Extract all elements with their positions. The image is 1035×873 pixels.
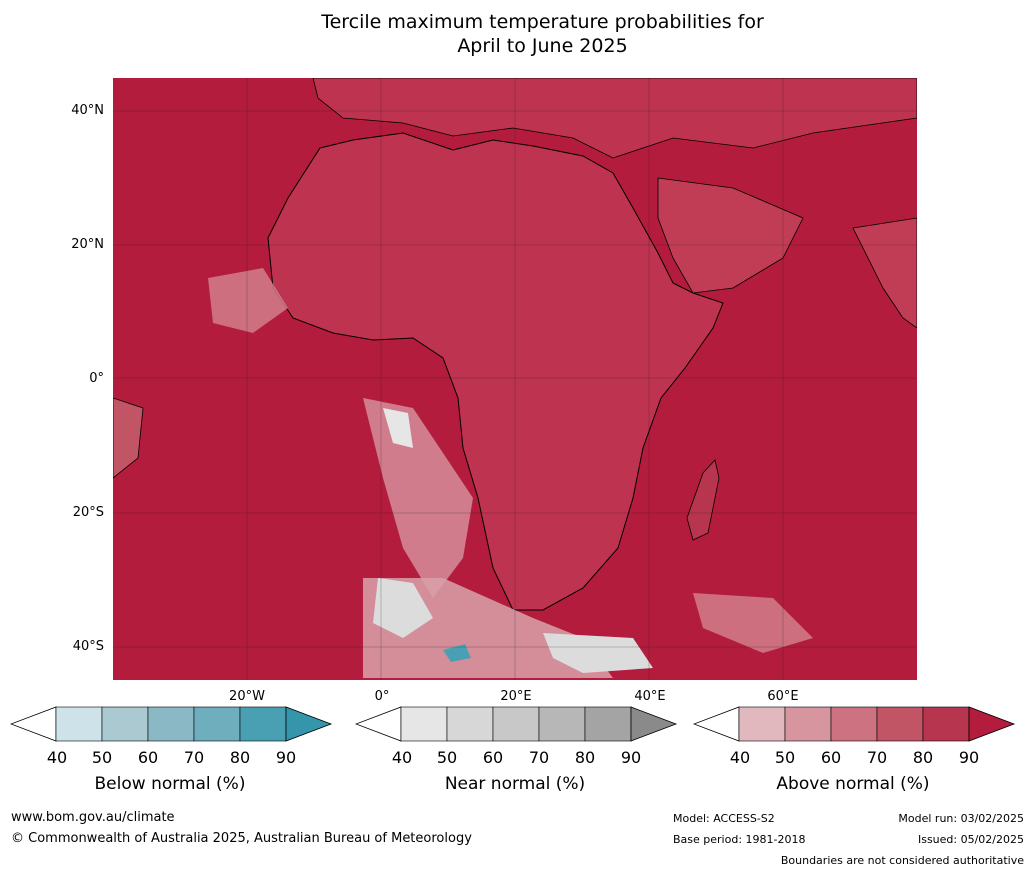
near-normal-patch-1: [373, 578, 433, 638]
near-tick-60: 60: [482, 748, 504, 767]
lat-label-0: 0°: [89, 371, 104, 386]
title-line-1: Tercile maximum temperature probabilitie…: [321, 11, 764, 33]
bar-above-min-arrow: [693, 706, 740, 742]
near-tick-70: 70: [528, 748, 550, 767]
bar-below-min-arrow: [10, 706, 57, 742]
above-tick-90: 90: [958, 748, 980, 767]
above-tick-70: 70: [866, 748, 888, 767]
bar-near-70: [538, 706, 586, 742]
lat-label-40n: 40°N: [71, 103, 104, 118]
below-tick-70: 70: [183, 748, 205, 767]
below-tick-50: 50: [91, 748, 113, 767]
bar-near-max-arrow: [630, 706, 678, 742]
near-tick-80: 80: [574, 748, 596, 767]
south-atlantic-patch: [363, 578, 613, 678]
near-normal-patch-3: [543, 633, 653, 673]
graticule: [113, 78, 917, 680]
issued-date: Issued: 05/02/2025: [917, 833, 1024, 846]
bar-above-80: [922, 706, 970, 742]
map-canvas: [112, 77, 918, 680]
near-normal-patch-2: [383, 408, 413, 448]
below-tick-40: 40: [46, 748, 68, 767]
above-tick-40: 40: [729, 748, 751, 767]
west-africa-patch: [208, 268, 288, 333]
colorbar-above: [693, 706, 1016, 742]
above-tick-50: 50: [774, 748, 796, 767]
bar-below-70: [193, 706, 241, 742]
near-tick-40: 40: [391, 748, 413, 767]
bar-below-max-arrow: [285, 706, 333, 742]
legend-above-normal: 40 50 60 70 80 90 Above normal (%): [693, 706, 1018, 806]
bar-near-min-arrow: [355, 706, 402, 742]
bar-above-70: [876, 706, 924, 742]
near-legend-title: Near normal (%): [444, 774, 586, 794]
website-link[interactable]: www.bom.gov.au/climate: [11, 810, 175, 825]
lon-label-20w: 20°W: [229, 689, 265, 704]
south-america-land: [112, 397, 144, 479]
legend-below-normal: 40 50 60 70 80 90 Below normal (%): [10, 706, 335, 806]
above-legend-title: Above normal (%): [776, 774, 930, 794]
copyright-text: © Commonwealth of Australia 2025, Austra…: [11, 831, 472, 846]
lat-label-20s: 20°S: [72, 505, 104, 520]
bar-below-40: [55, 706, 103, 742]
lon-label-0: 0°: [374, 689, 390, 704]
bar-near-50: [446, 706, 494, 742]
bar-near-40: [400, 706, 448, 742]
madagascar-land: [686, 459, 720, 541]
bar-above-60: [830, 706, 878, 742]
near-tick-90: 90: [620, 748, 642, 767]
model-run-date: Model run: 03/02/2025: [898, 812, 1024, 825]
lon-label-60e: 60°E: [767, 689, 799, 704]
below-normal-patch: [443, 644, 471, 662]
legend-near-normal: 40 50 60 70 80 90 Near normal (%): [355, 706, 680, 806]
below-tick-80: 80: [229, 748, 251, 767]
bar-above-max-arrow: [968, 706, 1016, 742]
india-land: [852, 217, 918, 329]
benguela-patch: [363, 398, 473, 598]
africa-land: [267, 132, 724, 611]
lat-label-40s: 40°S: [72, 639, 104, 654]
colorbar-near: [355, 706, 678, 742]
bar-below-50: [101, 706, 149, 742]
base-period: Base period: 1981-2018: [673, 833, 806, 846]
lon-label-20e: 20°E: [500, 689, 532, 704]
bar-below-60: [147, 706, 195, 742]
bar-near-80: [584, 706, 632, 742]
near-tick-50: 50: [436, 748, 458, 767]
model-name: Model: ACCESS-S2: [673, 812, 775, 825]
bar-near-60: [492, 706, 540, 742]
probability-map: [112, 77, 918, 680]
below-legend-title: Below normal (%): [94, 774, 246, 794]
map-title: Tercile maximum temperature probabilitie…: [0, 10, 1035, 58]
arabia-land: [657, 177, 804, 294]
above-tick-60: 60: [820, 748, 842, 767]
below-tick-60: 60: [137, 748, 159, 767]
below-tick-90: 90: [275, 748, 297, 767]
bar-above-50: [784, 706, 832, 742]
above-tick-80: 80: [912, 748, 934, 767]
boundaries-disclaimer: Boundaries are not considered authoritat…: [780, 854, 1024, 867]
title-line-2: April to June 2025: [457, 35, 628, 57]
europe-land: [312, 77, 918, 159]
bar-above-40: [738, 706, 786, 742]
lat-label-20n: 20°N: [71, 237, 104, 252]
colorbar-below: [10, 706, 333, 742]
bar-below-80: [239, 706, 287, 742]
lon-label-40e: 40°E: [634, 689, 666, 704]
